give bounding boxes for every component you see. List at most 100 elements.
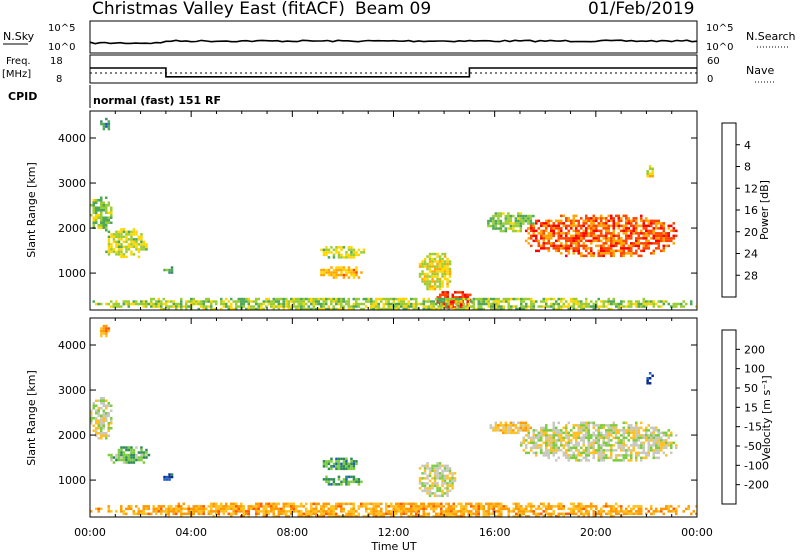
data-cell bbox=[426, 492, 429, 495]
data-cell bbox=[652, 300, 655, 303]
data-cell bbox=[170, 268, 174, 272]
data-cell bbox=[545, 510, 548, 513]
data-cell bbox=[592, 515, 595, 518]
data-cell bbox=[272, 507, 275, 511]
data-cell bbox=[446, 469, 449, 473]
data-cell bbox=[451, 301, 454, 304]
data-cell bbox=[600, 444, 603, 447]
data-cell bbox=[597, 446, 600, 450]
data-cell bbox=[610, 510, 613, 513]
data-cell bbox=[494, 219, 498, 223]
data-cell bbox=[507, 217, 510, 220]
data-cell bbox=[137, 456, 141, 459]
data-cell bbox=[100, 204, 103, 207]
data-cell bbox=[651, 167, 654, 170]
data-cell bbox=[597, 224, 600, 228]
data-cell bbox=[177, 507, 180, 511]
data-cell bbox=[132, 228, 136, 231]
data-cell bbox=[120, 250, 123, 254]
data-cell bbox=[352, 273, 356, 277]
data-cell bbox=[100, 507, 103, 511]
data-cell bbox=[443, 477, 447, 480]
data-cell bbox=[202, 510, 205, 513]
data-cell bbox=[142, 512, 145, 516]
data-cell bbox=[345, 302, 348, 306]
data-cell bbox=[645, 300, 648, 303]
data-cell bbox=[310, 507, 313, 511]
data-cell bbox=[620, 446, 623, 450]
data-cell bbox=[345, 467, 348, 471]
data-cell bbox=[637, 244, 640, 248]
data-cell bbox=[302, 300, 305, 303]
data-cell bbox=[433, 257, 437, 261]
data-cell bbox=[492, 217, 495, 220]
data-cell bbox=[575, 444, 578, 447]
data-cell bbox=[567, 217, 570, 220]
data-cell bbox=[682, 510, 685, 513]
data-cell bbox=[215, 300, 218, 303]
data-cell bbox=[627, 237, 630, 240]
data-cell bbox=[122, 302, 125, 306]
data-cell bbox=[637, 444, 640, 447]
data-cell bbox=[587, 224, 590, 228]
data-cell bbox=[640, 237, 643, 240]
data-cell bbox=[457, 305, 460, 308]
data-cell bbox=[670, 305, 673, 308]
data-cell bbox=[607, 512, 610, 516]
data-cell bbox=[657, 219, 660, 223]
data-cell bbox=[592, 434, 595, 437]
data-cell bbox=[637, 300, 640, 303]
data-cell bbox=[210, 510, 213, 513]
data-cell bbox=[535, 451, 538, 455]
data-cell bbox=[577, 459, 580, 462]
data-cell bbox=[637, 305, 640, 308]
data-cell bbox=[552, 439, 555, 442]
data-cell bbox=[587, 426, 590, 430]
data-cell bbox=[625, 222, 628, 225]
data-cell bbox=[600, 512, 603, 516]
data-cell bbox=[565, 232, 568, 235]
data-cell bbox=[120, 235, 123, 239]
data-cell bbox=[459, 296, 462, 299]
data-cell bbox=[504, 229, 508, 233]
data-cell bbox=[535, 229, 538, 233]
data-cell bbox=[637, 431, 640, 435]
data-cell bbox=[145, 245, 148, 249]
data-cell bbox=[421, 477, 424, 480]
data-cell bbox=[230, 507, 233, 511]
data-cell bbox=[647, 424, 650, 427]
data-cell bbox=[347, 246, 351, 249]
data-cell bbox=[107, 120, 111, 123]
data-cell bbox=[545, 429, 548, 432]
data-cell bbox=[587, 505, 590, 508]
data-cell bbox=[100, 407, 103, 410]
data-cell bbox=[262, 300, 265, 303]
data-cell bbox=[597, 244, 600, 248]
data-cell bbox=[620, 441, 623, 445]
data-cell bbox=[504, 222, 508, 225]
data-cell bbox=[100, 434, 103, 437]
data-cell bbox=[107, 250, 111, 254]
data-cell bbox=[423, 265, 427, 268]
data-cell bbox=[617, 242, 620, 245]
data-cell bbox=[647, 224, 650, 228]
data-cell bbox=[372, 515, 375, 518]
data-cell bbox=[650, 222, 653, 225]
data-cell bbox=[630, 242, 633, 245]
data-cell bbox=[122, 253, 126, 256]
data-cell bbox=[443, 272, 447, 276]
data-cell bbox=[400, 505, 403, 508]
data-cell bbox=[637, 446, 640, 450]
data-cell bbox=[132, 245, 136, 249]
data-cell bbox=[582, 224, 585, 228]
data-cell bbox=[646, 377, 649, 380]
data-cell bbox=[100, 226, 103, 229]
data-cell bbox=[117, 456, 121, 459]
data-cell bbox=[446, 492, 449, 495]
data-cell bbox=[545, 234, 548, 238]
data-cell bbox=[657, 456, 660, 460]
data-cell bbox=[446, 474, 449, 478]
data-cell bbox=[355, 273, 358, 277]
data-cell bbox=[107, 245, 111, 249]
data-cell bbox=[370, 307, 373, 311]
